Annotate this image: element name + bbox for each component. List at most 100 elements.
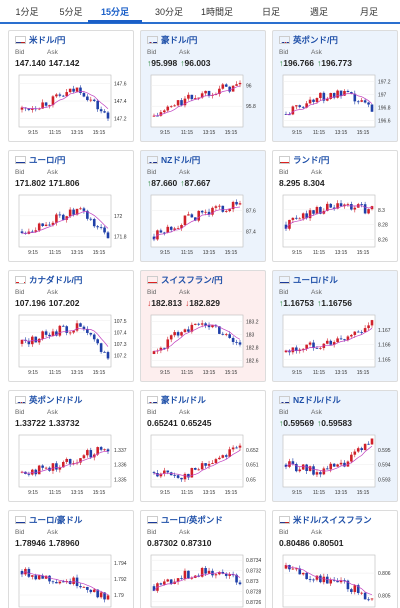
y-tick-label: 95.8 <box>246 104 256 110</box>
candle-body <box>183 570 187 579</box>
candle-body <box>336 203 339 209</box>
tab-7[interactable]: 月足 <box>359 7 378 17</box>
mini-chart[interactable]: 0.87340.87320.8730.87280.87269:1511:1513… <box>147 551 261 608</box>
card-header: カナダドル/円 <box>9 271 133 288</box>
mini-chart[interactable]: 183.2 183 182.8 182.6 9:15 11:15 13:15 15:15 <box>147 311 261 379</box>
mini-chart[interactable]: 1.337 1.336 1.335 9:15 11:15 13:15 15:15 <box>15 431 129 499</box>
rate-card[interactable]: 豪ドル/円 Bid Ask ↑95.998 ↑96.003 96 95.8 9:15 11:15… <box>140 30 266 142</box>
pair-name[interactable]: NZドル/円 <box>161 154 201 165</box>
candle-body <box>336 464 339 467</box>
bid-value: 171.802 <box>15 178 46 188</box>
pair-name[interactable]: 豪ドル/ドル <box>161 394 206 405</box>
candle-body <box>193 323 197 325</box>
mini-chart[interactable]: 147.6 147.4 147.2 9:15 11:15 13:15 15:15 <box>15 71 129 139</box>
flag-icon <box>147 35 158 44</box>
pair-name[interactable]: 米ドル/円 <box>29 34 66 45</box>
rate-card[interactable]: NZドル/ドル Bid Ask ↑0.59569 ↑0.59583 0.595 0.594 0… <box>272 390 398 502</box>
rate-card[interactable]: スイスフラン/円 Bid Ask ↓182.813 ↓182.829 183.2 183 18… <box>140 270 266 382</box>
tab-2[interactable]: 15分足 <box>88 0 142 23</box>
candle-body <box>34 230 38 232</box>
rate-card[interactable]: ユーロ/豪ドル Bid Ask 1.78946 1.78960 1.794 1.792 1.7… <box>8 510 134 608</box>
candle-body <box>106 595 110 600</box>
rate-card[interactable]: ユーロ/ドル Bid Ask ↑1.16753 ↑1.16756 1.167 1.166 1.… <box>272 270 398 382</box>
tab-3[interactable]: 30分足 <box>154 7 183 17</box>
candle-body <box>363 100 367 103</box>
pair-name[interactable]: ユーロ/英ポンド <box>161 514 223 525</box>
pair-name[interactable]: カナダドル/円 <box>29 274 83 285</box>
rate-card[interactable]: 英ポンド/ドル Bid Ask 1.33722 1.33732 1.337 1.336 1.3… <box>8 390 134 502</box>
tab-6[interactable]: 週足 <box>309 7 328 17</box>
candle-body <box>86 450 89 456</box>
tab-4[interactable]: 1時間足 <box>200 7 233 17</box>
mini-chart[interactable]: 87.6 87.4 9:15 11:15 13:15 15:15 <box>147 191 261 259</box>
rate-card[interactable]: 豪ドル/ドル Bid Ask 0.65241 0.65245 0.652 0.651 0.65… <box>140 390 266 502</box>
card-header: 米ドル/円 <box>9 31 133 48</box>
rate-card[interactable]: NZドル/円 Bid Ask ↑87.660 ↑87.667 87.6 87.4 9:15 11… <box>140 150 266 262</box>
rate-card[interactable]: カナダドル/円 Bid Ask 107.196 107.202 107.5 107.4 107… <box>8 270 134 382</box>
mini-chart[interactable]: 172 171.8 9:15 11:15 13:15 15:15 <box>15 191 129 259</box>
prices: 107.196 107.202 <box>15 298 82 308</box>
candlestick-chart: 1.167 1.166 1.165 9:15 11:15 13:15 15:15 <box>282 314 391 376</box>
prices: 0.65241 0.65245 <box>147 418 214 428</box>
x-tick-label: 11:15 <box>181 490 193 496</box>
rate-card[interactable]: ユーロ/英ポンド Bid Ask 0.87302 0.87310 0.8734 0.8732… <box>140 510 266 608</box>
pair-name[interactable]: NZドル/ドル <box>293 394 341 405</box>
mini-chart[interactable]: 96 95.8 9:15 11:15 13:15 15:15 <box>147 71 261 139</box>
moving-average-line <box>285 445 373 472</box>
ask-label: Ask <box>179 49 190 56</box>
candle-body <box>41 465 44 468</box>
tab-5[interactable]: 日足 <box>261 7 280 17</box>
pair-name[interactable]: 豪ドル/円 <box>161 34 198 45</box>
candle-body <box>319 575 322 583</box>
mini-chart[interactable]: 0.652 0.651 0.65 9:15 11:15 13:15 15:15 <box>147 431 261 499</box>
candle-body <box>231 201 235 210</box>
candle-body <box>284 350 288 353</box>
candle-body <box>72 330 75 333</box>
pair-name[interactable]: 英ポンド/円 <box>293 34 338 45</box>
mini-chart[interactable]: 0.595 0.594 0.593 9:15 11:15 13:15 15:15 <box>279 431 393 499</box>
candle-body <box>193 217 197 221</box>
candlestick-chart: 87.6 87.4 9:15 11:15 13:15 15:15 <box>150 194 256 256</box>
rate-card[interactable]: 米ドル/円 Bid Ask 147.140 147.142 147.6 147.4 147.2… <box>8 30 134 142</box>
candle-body <box>65 458 69 462</box>
flag-icon <box>15 35 26 44</box>
candle-body <box>356 585 360 594</box>
pair-name[interactable]: ユーロ/ドル <box>293 274 338 285</box>
mini-chart[interactable]: 8.3 8.28 8.26 9:15 11:15 13:15 15:15 <box>279 191 393 259</box>
candle-body <box>238 82 242 85</box>
rate-card[interactable]: 英ポンド/円 Bid Ask ↑196.766 ↑196.773 197.2 197 196.… <box>272 30 398 142</box>
candle-body <box>204 323 207 326</box>
card-header: 豪ドル/円 <box>141 31 265 48</box>
tab-0[interactable]: 1分足 <box>15 7 39 17</box>
tab-1[interactable]: 5分足 <box>59 7 83 17</box>
mini-chart[interactable]: 1.167 1.166 1.165 9:15 11:15 13:15 15:15 <box>279 311 393 379</box>
candle-body <box>96 226 99 228</box>
candle-body <box>44 102 48 106</box>
ask-label: Ask <box>311 529 322 536</box>
candle-body <box>200 463 204 470</box>
x-tick-label: 15:15 <box>93 490 106 496</box>
pair-name[interactable]: ユーロ/豪ドル <box>29 514 83 525</box>
candle-body <box>204 90 207 94</box>
ask-label: Ask <box>311 169 322 176</box>
flag-icon <box>147 395 158 404</box>
card-header: ユーロ/英ポンド <box>141 511 265 528</box>
candle-body <box>82 208 86 211</box>
candle-body <box>180 332 183 336</box>
candle-body <box>370 438 374 445</box>
rate-card[interactable]: ランド/円 Bid Ask 8.295 8.304 8.3 8.28 8.26 9:15 11:1… <box>272 150 398 262</box>
pair-name[interactable]: ランド/円 <box>293 154 330 165</box>
mini-chart[interactable]: 107.5 107.4 107.3 107.2 9:15 11:15 13:15 15:15 <box>15 311 129 379</box>
pair-name[interactable]: ユーロ/円 <box>29 154 66 165</box>
candle-body <box>96 447 99 455</box>
pair-name[interactable]: 米ドル/スイスフラン <box>293 514 372 525</box>
candlestick-chart: 96 95.8 9:15 11:15 13:15 15:15 <box>150 74 256 136</box>
mini-chart[interactable]: 197.2 197 196.8 196.6 9:15 11:15 13:15 15:15 <box>279 71 393 139</box>
candle-body <box>103 227 106 233</box>
rate-card[interactable]: ユーロ/円 Bid Ask 171.802 171.806 172 171.8 9:15 11:… <box>8 150 134 262</box>
rate-card[interactable]: 米ドル/スイスフラン Bid Ask 0.80486 0.80501 0.806 0.805… <box>272 510 398 608</box>
pair-name[interactable]: スイスフラン/円 <box>161 274 223 285</box>
pair-name[interactable]: 英ポンド/ドル <box>29 394 83 405</box>
